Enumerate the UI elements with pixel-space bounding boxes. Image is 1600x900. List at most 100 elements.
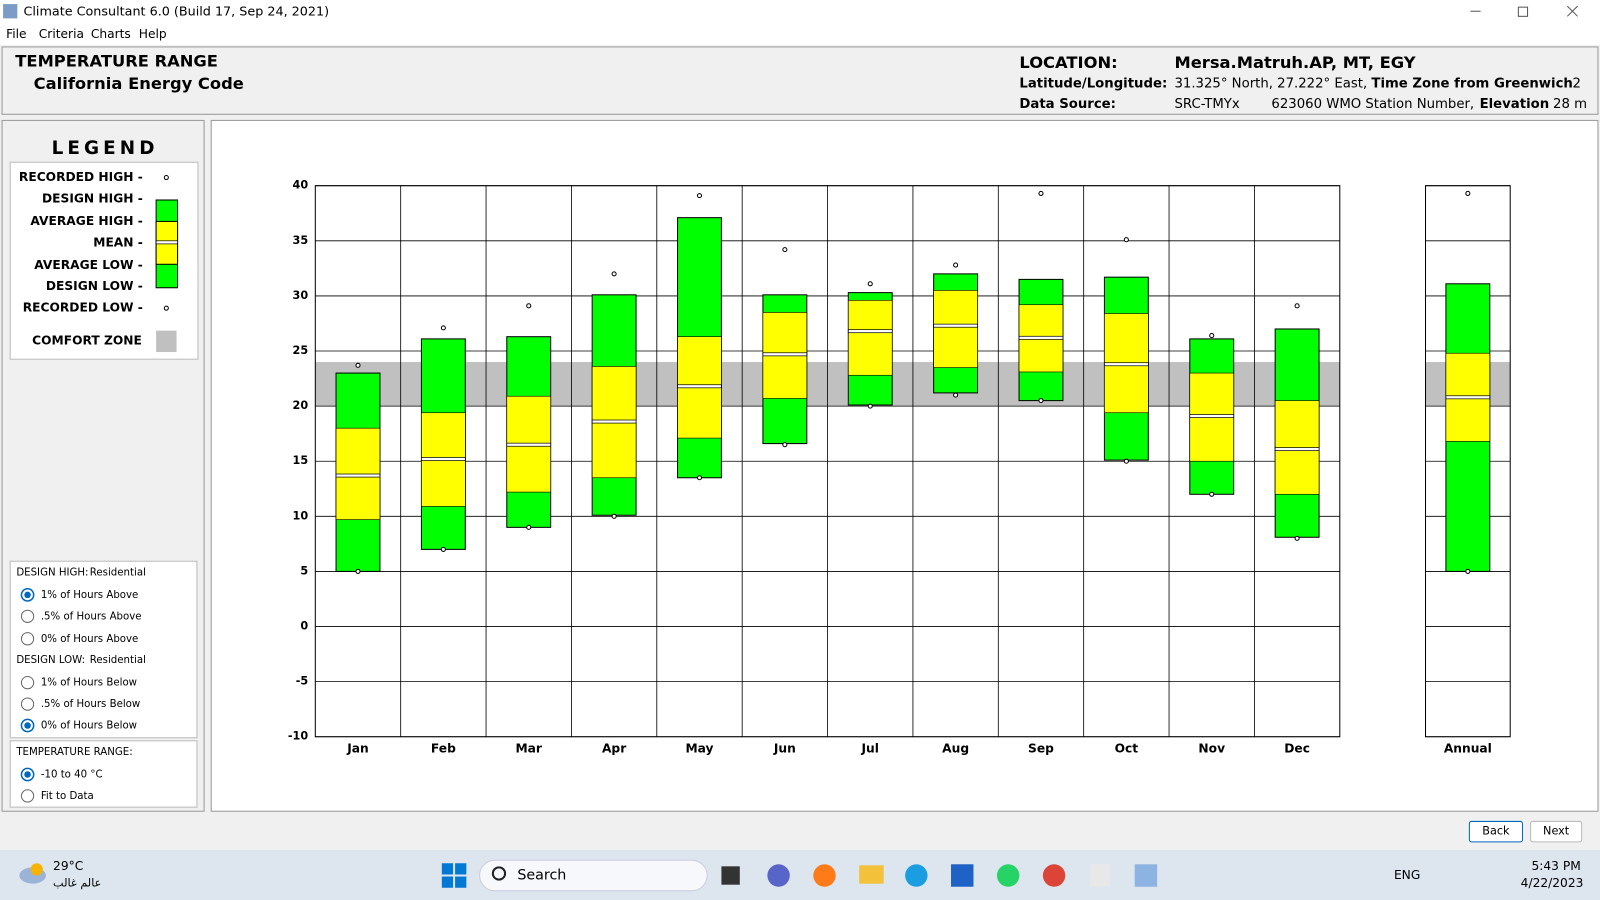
recorded-high-dot [355, 362, 361, 368]
radio-button[interactable] [20, 789, 35, 803]
legend-label: RECORDED LOW - [23, 301, 143, 315]
next-button-label[interactable]: Next [1543, 825, 1570, 838]
radio-label[interactable]: Fit to Data [41, 791, 94, 802]
y-tick-label: 10 [293, 509, 309, 522]
legend-label: MEAN - [93, 235, 143, 249]
recorded-low-dot [1294, 535, 1300, 541]
clock-time[interactable]: 5:43 PM [1531, 859, 1580, 873]
weather-text: عالم غالب [53, 877, 101, 890]
y-tick-label: 30 [293, 289, 309, 302]
elevation-label: Elevation [1480, 97, 1550, 112]
menu-item[interactable]: Charts [91, 27, 131, 41]
header-panel [1, 46, 1599, 115]
legend-label: DESIGN HIGH - [42, 191, 143, 205]
y-tick-label: 25 [293, 344, 309, 357]
app-icon [3, 4, 18, 19]
radio-label[interactable]: .5% of Hours Above [41, 611, 142, 622]
recorded-high-dot [1294, 303, 1300, 309]
title-bar [0, 0, 1600, 24]
weather-sun [30, 863, 43, 876]
radio-button[interactable] [20, 676, 35, 690]
legend-label: RECORDED HIGH - [19, 170, 143, 184]
y-tick-label: 20 [293, 399, 309, 412]
legend-swatch [156, 330, 177, 353]
radio-button[interactable] [20, 697, 35, 711]
recorded-high-dot [611, 271, 617, 277]
radio-dot [24, 591, 31, 599]
plot-frame [1425, 185, 1511, 738]
recorded-low-dot [867, 403, 873, 409]
recorded-low-dot [782, 442, 788, 448]
menu-item[interactable]: File [6, 27, 26, 41]
radio-label[interactable]: -10 to 40 °C [41, 769, 103, 780]
x-tick-label: Feb [431, 741, 456, 755]
legend-label: AVERAGE LOW - [34, 258, 143, 272]
window-title: Climate Consultant 6.0 (Build 17, Sep 24… [23, 5, 329, 20]
recorded-high-dot [1209, 333, 1215, 339]
recorded-low-dot [1465, 568, 1471, 574]
option-label: DESIGN LOW: [16, 655, 85, 666]
recorded-high-dot [1465, 190, 1471, 196]
latlon: 31.325° North, 27.222° East, [1174, 77, 1367, 92]
menu-item[interactable]: Help [139, 27, 167, 41]
radio-label[interactable]: 0% of Hours Below [41, 721, 137, 732]
recorded-low-dot [1038, 398, 1044, 404]
search-label[interactable]: Search [517, 868, 566, 884]
x-tick-label: Apr [602, 741, 626, 755]
back-button-label[interactable]: Back [1482, 825, 1510, 838]
window-controls[interactable] [1470, 5, 1578, 17]
y-tick-label: 35 [293, 234, 309, 247]
radio-button[interactable] [20, 632, 35, 646]
legend-dot [163, 305, 169, 311]
language[interactable]: ENG [1394, 868, 1420, 882]
design-options-box [9, 560, 198, 739]
mean-line [1104, 362, 1149, 367]
radio-label[interactable]: .5% of Hours Below [41, 699, 140, 710]
legend-label: COMFORT ZONE [32, 333, 142, 347]
recorded-low-dot [440, 546, 446, 552]
start-button[interactable] [441, 863, 467, 888]
x-tick-label: Jan [346, 741, 369, 755]
next-button[interactable] [1530, 820, 1583, 843]
elevation: 28 m [1553, 97, 1587, 112]
range-options-box [9, 740, 198, 808]
y-tick-label: 40 [293, 179, 309, 192]
menu-bar [0, 23, 1600, 45]
search-box[interactable] [479, 859, 708, 892]
timezone-label: Time Zone from Greenwich [1371, 77, 1572, 92]
recorded-high-dot [1123, 237, 1129, 243]
x-tick-label: Jun [773, 741, 796, 755]
clock-date[interactable]: 4/22/2023 [1521, 876, 1584, 890]
location-label: LOCATION: [1019, 53, 1117, 72]
chart-title: TEMPERATURE RANGE [15, 52, 218, 71]
radio-button[interactable] [20, 609, 35, 623]
search-icon [491, 866, 507, 881]
radio-dot [24, 771, 31, 778]
menu-item[interactable]: Criteria [39, 27, 84, 41]
radio-label[interactable]: 1% of Hours Above [41, 590, 139, 601]
radio-label[interactable]: 1% of Hours Below [41, 678, 137, 689]
y-tick-label: 0 [300, 620, 308, 633]
recorded-high-dot [1038, 190, 1044, 196]
radio-label[interactable]: 0% of Hours Above [41, 634, 139, 645]
x-tick-label: Dec [1284, 741, 1310, 755]
y-tick-label: -5 [296, 675, 309, 688]
legend-label: AVERAGE HIGH - [30, 214, 142, 228]
timezone: 2 [1572, 77, 1580, 92]
recorded-low-dot [355, 568, 361, 574]
legend-swatch [155, 240, 178, 245]
location: Mersa.Matruh.AP, MT, EGY [1174, 53, 1415, 72]
chart-panel [210, 119, 1599, 812]
taskbar-apps[interactable] [721, 864, 1158, 887]
chart-subtitle: California Energy Code [34, 74, 244, 93]
x-tick-label: Jul [861, 741, 879, 755]
recorded-high-dot [782, 247, 788, 253]
back-button[interactable] [1468, 820, 1523, 843]
recorded-low-dot [696, 475, 703, 481]
recorded-high-dot [440, 325, 446, 331]
option-label: DESIGN HIGH: [16, 567, 88, 578]
x-tick-label: Nov [1198, 741, 1225, 755]
recorded-high-dot [526, 303, 532, 309]
source: SRC-TMYx [1174, 97, 1239, 112]
legend-dot [163, 175, 169, 181]
